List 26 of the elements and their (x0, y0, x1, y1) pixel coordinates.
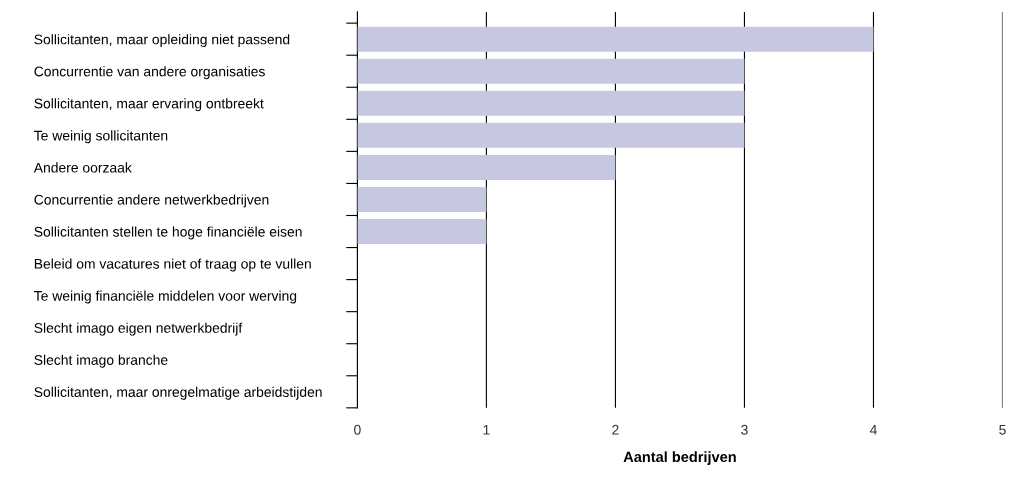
bar (357, 154, 616, 180)
bar (357, 90, 745, 116)
bar (357, 58, 745, 84)
x-tick-label: 2 (612, 424, 619, 435)
x-tick-label: 4 (869, 425, 877, 435)
x-axis-title: Aantal bedrijven (623, 451, 736, 465)
y-tick-label: Te weinig financiële middelen voor werving (34, 290, 297, 304)
bar (357, 26, 874, 52)
x-tick-label: 0 (354, 424, 361, 435)
y-tick-label: Sollicitanten, maar opleiding niet passend (34, 34, 290, 48)
y-tick-label: Te weinig sollicitanten (34, 130, 168, 144)
bar (357, 122, 745, 148)
y-tick-label: Slecht imago eigen netwerkbedrijf (34, 322, 243, 336)
y-tick-label: Slecht imago branche (34, 354, 168, 368)
bar (357, 186, 487, 212)
y-tick-label: Concurrentie van andere organisaties (34, 66, 265, 80)
y-tick-label: Sollicitanten, maar ervaring ontbreekt (34, 98, 264, 112)
y-tick-label: Concurrentie andere netwerkbedrijven (34, 194, 269, 208)
y-tick-label: Sollicitanten, maar onregelmatige arbeidstijden (34, 386, 322, 400)
bar (357, 219, 487, 245)
x-tick-label: 1 (483, 425, 490, 435)
x-tick-label: 3 (741, 424, 748, 435)
y-tick-label: Sollicitanten stellen te hoge financiële eisen (34, 226, 302, 240)
y-tick-label: Andere oorzaak (33, 162, 132, 173)
x-tick-label: 5 (999, 425, 1006, 435)
y-tick-label: Beleid om vacatures niet of traag op te vullen (34, 258, 311, 272)
